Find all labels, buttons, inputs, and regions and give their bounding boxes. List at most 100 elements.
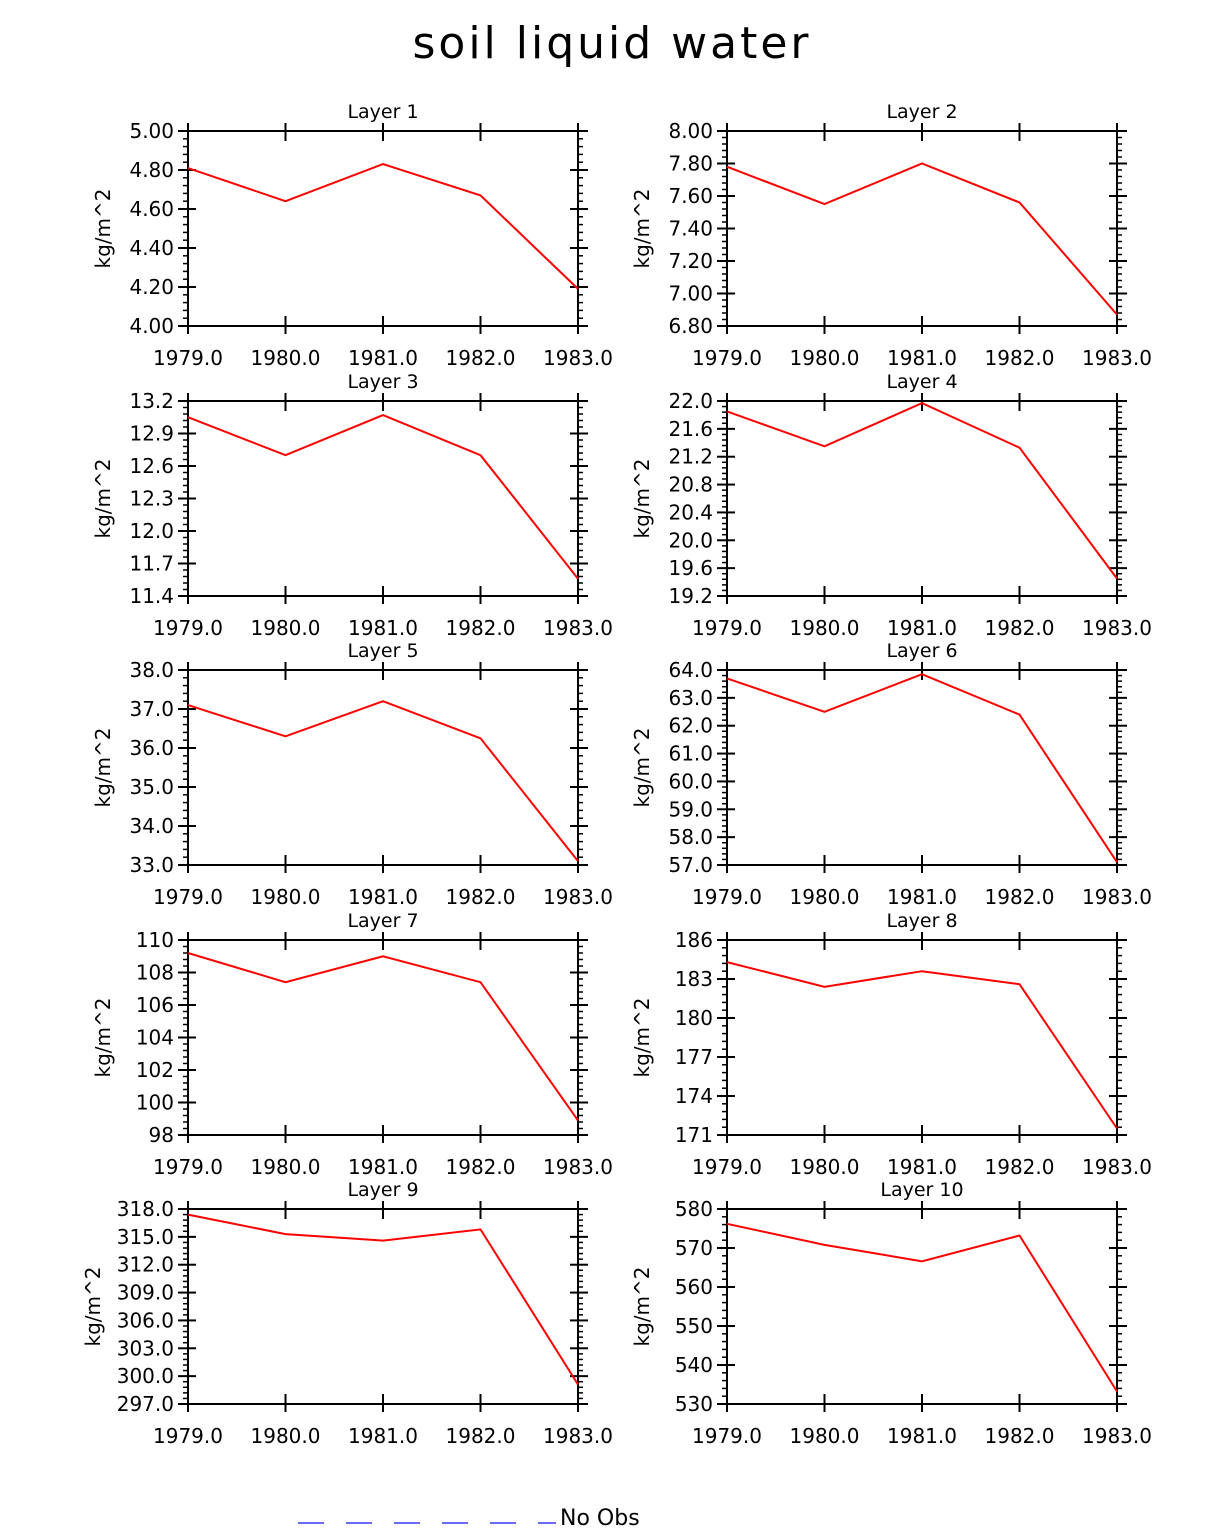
x-tick-label: 1981.0 bbox=[348, 885, 418, 909]
y-tick-label: 580 bbox=[675, 1197, 713, 1221]
y-tick-label: 98 bbox=[149, 1123, 174, 1147]
y-axis-label: kg/m^2 bbox=[630, 1267, 654, 1347]
x-tick-label: 1982.0 bbox=[446, 885, 516, 909]
x-tick-label: 1980.0 bbox=[790, 885, 860, 909]
y-tick-label: 7.40 bbox=[668, 217, 713, 241]
series-line bbox=[188, 164, 578, 289]
x-tick-label: 1981.0 bbox=[887, 1424, 957, 1448]
series-line bbox=[188, 701, 578, 861]
y-tick-label: 20.8 bbox=[668, 473, 713, 497]
y-tick-label: 186 bbox=[675, 928, 713, 952]
y-tick-label: 35.0 bbox=[129, 775, 174, 799]
x-tick-label: 1979.0 bbox=[153, 616, 223, 640]
y-tick-label: 174 bbox=[675, 1084, 713, 1108]
y-axis-label: kg/m^2 bbox=[91, 728, 115, 808]
y-axis-label: kg/m^2 bbox=[91, 998, 115, 1078]
y-tick-label: 12.0 bbox=[129, 519, 174, 543]
y-tick-label: 61.0 bbox=[668, 742, 713, 766]
chart-title: Layer 6 bbox=[886, 640, 957, 662]
x-tick-label: 1982.0 bbox=[985, 885, 1055, 909]
x-tick-label: 1980.0 bbox=[251, 1424, 321, 1448]
chart-panel-layer-10: Layer 10 1979.0 1980.0 1981.0 1982.0 1983.0 53… bbox=[630, 1179, 1152, 1448]
y-tick-label: 7.80 bbox=[668, 152, 713, 176]
y-tick-label: 12.9 bbox=[129, 422, 174, 446]
chart-title: Layer 4 bbox=[886, 371, 957, 393]
y-tick-label: 12.3 bbox=[129, 487, 174, 511]
y-tick-label: 180 bbox=[675, 1006, 713, 1030]
x-tick-label: 1980.0 bbox=[251, 346, 321, 370]
y-tick-label: 570 bbox=[675, 1236, 713, 1260]
y-tick-label: 7.60 bbox=[668, 184, 713, 208]
y-tick-label: 38.0 bbox=[129, 658, 174, 682]
chart-title: Layer 10 bbox=[880, 1179, 963, 1201]
y-tick-label: 64.0 bbox=[668, 658, 713, 682]
plot-frame bbox=[188, 1209, 578, 1404]
x-tick-label: 1983.0 bbox=[543, 616, 613, 640]
x-tick-label: 1979.0 bbox=[692, 1424, 762, 1448]
x-tick-label: 1979.0 bbox=[692, 616, 762, 640]
x-tick-label: 1979.0 bbox=[153, 346, 223, 370]
series-line bbox=[188, 1215, 578, 1385]
y-tick-label: 4.00 bbox=[129, 314, 174, 338]
y-tick-label: 63.0 bbox=[668, 686, 713, 710]
y-tick-label: 5.00 bbox=[129, 119, 174, 143]
y-tick-label: 7.20 bbox=[668, 249, 713, 273]
chart-title: Layer 2 bbox=[886, 101, 957, 123]
y-tick-label: 530 bbox=[675, 1392, 713, 1416]
y-tick-label: 309.0 bbox=[117, 1281, 174, 1305]
series-line bbox=[727, 674, 1117, 862]
y-tick-label: 21.2 bbox=[668, 445, 713, 469]
y-tick-label: 106 bbox=[136, 993, 174, 1017]
x-tick-label: 1980.0 bbox=[790, 346, 860, 370]
y-tick-label: 300.0 bbox=[117, 1364, 174, 1388]
y-tick-label: 315.0 bbox=[117, 1225, 174, 1249]
plot-frame bbox=[188, 670, 578, 865]
y-tick-label: 100 bbox=[136, 1091, 174, 1115]
x-tick-label: 1982.0 bbox=[446, 1424, 516, 1448]
y-tick-label: 22.0 bbox=[668, 389, 713, 413]
y-tick-label: 4.60 bbox=[129, 197, 174, 221]
x-tick-label: 1979.0 bbox=[692, 885, 762, 909]
y-tick-label: 4.20 bbox=[129, 275, 174, 299]
x-tick-label: 1982.0 bbox=[985, 616, 1055, 640]
x-tick-label: 1982.0 bbox=[985, 346, 1055, 370]
x-tick-label: 1981.0 bbox=[887, 346, 957, 370]
x-tick-label: 1983.0 bbox=[543, 346, 613, 370]
series-line bbox=[188, 415, 578, 579]
y-tick-label: 37.0 bbox=[129, 697, 174, 721]
x-tick-label: 1981.0 bbox=[887, 616, 957, 640]
y-tick-label: 57.0 bbox=[668, 853, 713, 877]
x-tick-label: 1983.0 bbox=[1082, 1424, 1152, 1448]
x-tick-label: 1981.0 bbox=[348, 1155, 418, 1179]
y-tick-label: 12.6 bbox=[129, 454, 174, 478]
series-line bbox=[727, 164, 1117, 315]
y-axis-label: kg/m^2 bbox=[630, 998, 654, 1078]
y-tick-label: 4.80 bbox=[129, 158, 174, 182]
y-tick-label: 560 bbox=[675, 1275, 713, 1299]
y-tick-label: 177 bbox=[675, 1045, 713, 1069]
y-tick-label: 62.0 bbox=[668, 714, 713, 738]
y-tick-label: 4.40 bbox=[129, 236, 174, 260]
x-tick-label: 1979.0 bbox=[153, 1155, 223, 1179]
y-tick-label: 303.0 bbox=[117, 1336, 174, 1360]
y-tick-label: 36.0 bbox=[129, 736, 174, 760]
y-axis-label: kg/m^2 bbox=[91, 459, 115, 539]
x-tick-label: 1979.0 bbox=[153, 1424, 223, 1448]
x-tick-label: 1982.0 bbox=[446, 1155, 516, 1179]
y-tick-label: 110 bbox=[136, 928, 174, 952]
y-tick-label: 11.4 bbox=[129, 584, 174, 608]
x-tick-label: 1979.0 bbox=[692, 1155, 762, 1179]
x-tick-label: 1980.0 bbox=[790, 1155, 860, 1179]
y-tick-label: 104 bbox=[136, 1026, 174, 1050]
x-tick-label: 1980.0 bbox=[790, 1424, 860, 1448]
y-tick-label: 108 bbox=[136, 961, 174, 985]
plot-frame bbox=[727, 131, 1117, 326]
x-tick-label: 1982.0 bbox=[985, 1424, 1055, 1448]
y-tick-label: 34.0 bbox=[129, 814, 174, 838]
series-line bbox=[727, 962, 1117, 1128]
y-tick-label: 297.0 bbox=[117, 1392, 174, 1416]
y-tick-label: 7.00 bbox=[668, 282, 713, 306]
